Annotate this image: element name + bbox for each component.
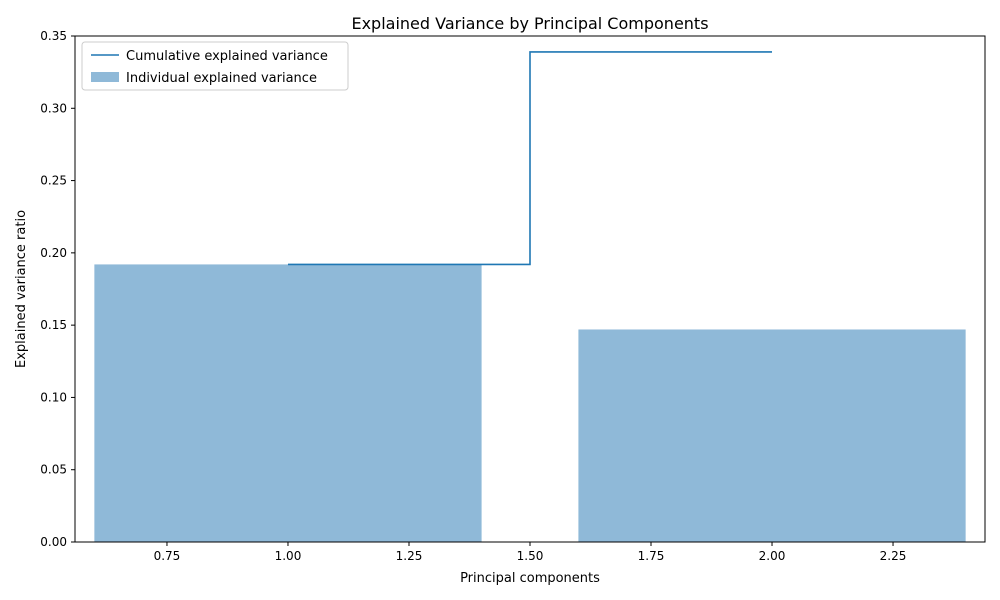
y-tick-label: 0.10 [40, 390, 67, 404]
legend-label-individual: Individual explained variance [126, 71, 317, 86]
x-tick-label: 2.25 [880, 549, 907, 563]
y-axis-ticks: 0.00 0.05 0.10 0.15 0.20 0.25 0.30 0.35 [40, 29, 75, 549]
chart-title: Explained Variance by Principal Componen… [351, 14, 708, 33]
legend-label-cumulative: Cumulative explained variance [126, 49, 328, 64]
x-axis-ticks: 0.75 1.00 1.25 1.50 1.75 2.00 2.25 [154, 542, 907, 563]
legend-box [81, 41, 349, 91]
cumulative-line-layer [287, 51, 773, 266]
y-axis-label: Explained variance ratio [14, 210, 29, 368]
y-tick-label: 0.15 [40, 318, 67, 332]
y-tick-label: 0.20 [40, 246, 67, 260]
x-tick-label: 1.75 [638, 549, 665, 563]
x-tick-label: 2.00 [759, 549, 786, 563]
x-tick-label: 1.50 [517, 549, 544, 563]
legend: Cumulative explained variance Individual… [81, 41, 349, 91]
y-tick-label: 0.30 [40, 101, 67, 115]
bar-component-2 [578, 329, 966, 542]
cumulative-step-line [287, 51, 773, 266]
legend-bar-swatch [91, 72, 119, 82]
bars-layer [94, 264, 966, 542]
x-axis-label: Principal components [460, 571, 600, 586]
y-tick-label: 0.35 [40, 29, 67, 43]
x-tick-label: 1.00 [275, 549, 302, 563]
y-tick-label: 0.05 [40, 463, 67, 477]
y-tick-label: 0.00 [40, 535, 67, 549]
x-tick-label: 0.75 [154, 549, 181, 563]
x-tick-label: 1.25 [396, 549, 423, 563]
bar-component-1 [94, 264, 482, 542]
y-tick-label: 0.25 [40, 174, 67, 188]
